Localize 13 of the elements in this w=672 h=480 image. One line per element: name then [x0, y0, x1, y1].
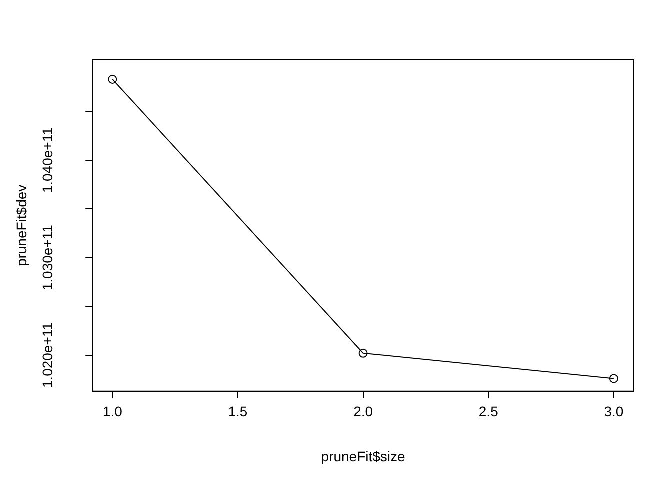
point [358, 348, 368, 358]
x-axis-title: pruneFit$size [321, 448, 406, 464]
point [108, 74, 118, 84]
x-tick-label: 1.0 [102, 404, 123, 420]
x-tick-label: 3.0 [604, 404, 624, 420]
y-tick-label: 1.030e+11 [40, 224, 56, 291]
x-tick-label: 2.0 [354, 404, 374, 420]
y-tick-label: 1.040e+11 [40, 127, 56, 194]
y-axis-title: pruneFit$dev [13, 184, 30, 267]
x-tick-label: 1.5 [228, 404, 248, 420]
point [609, 374, 618, 384]
x-tick-label: 2.5 [478, 404, 499, 420]
y-tick-label: 1.020e+11 [40, 322, 56, 388]
